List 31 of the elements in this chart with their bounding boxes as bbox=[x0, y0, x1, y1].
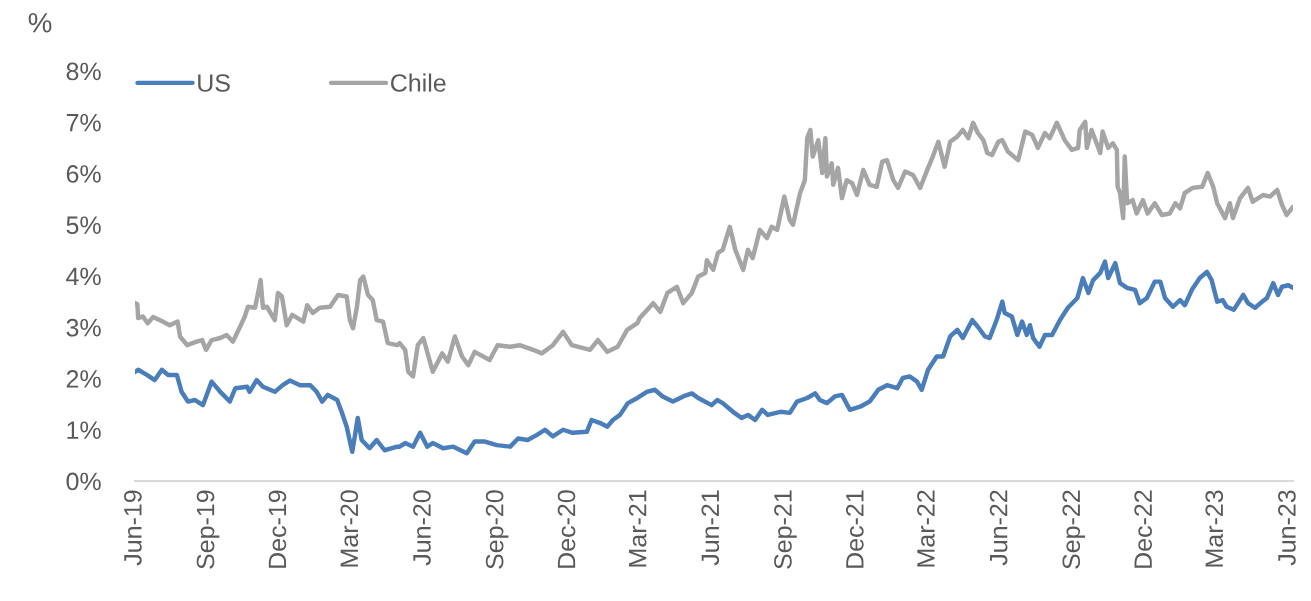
y-tick-label: 3% bbox=[66, 318, 101, 337]
x-tick-label: Jun-22 bbox=[989, 490, 1008, 566]
x-tick-label: Dec-20 bbox=[557, 490, 576, 568]
legend-label: Chile bbox=[391, 73, 446, 92]
y-tick-label: 1% bbox=[67, 421, 101, 439]
x-tick-label: Dec-19 bbox=[268, 490, 287, 568]
x-tick-label: Mar-21 bbox=[628, 490, 647, 567]
y-axis-title: % bbox=[28, 12, 52, 33]
y-tick-label: 4% bbox=[66, 267, 101, 286]
y-tick-label: 8% bbox=[66, 62, 101, 81]
x-tick-label: Jun-21 bbox=[701, 490, 720, 566]
x-tick-label: Jun-19 bbox=[124, 490, 142, 566]
y-tick-label: 7% bbox=[66, 113, 101, 132]
x-tick-label: Sep-22 bbox=[1062, 490, 1086, 569]
x-tick-label: Dec-22 bbox=[1134, 490, 1152, 568]
x-tick-label: Sep-20 bbox=[485, 490, 509, 569]
x-tick-label: Jun-23 bbox=[1278, 490, 1296, 566]
legend-label: US bbox=[198, 74, 230, 92]
y-tick-label: 5% bbox=[66, 216, 101, 235]
x-tick-label: Sep-21 bbox=[774, 490, 797, 569]
x-tick-label: Mar-23 bbox=[1205, 490, 1224, 567]
line-series bbox=[135, 259, 1293, 456]
y-tick-label: 0% bbox=[66, 472, 101, 491]
line-series bbox=[135, 119, 1293, 379]
x-tick-label: Mar-20 bbox=[340, 490, 359, 567]
x-tick-label: Mar-22 bbox=[917, 490, 935, 567]
x-tick-label: Jun-20 bbox=[413, 490, 431, 566]
y-tick-label: 2% bbox=[66, 370, 101, 388]
x-tick-label: Dec-21 bbox=[845, 490, 864, 568]
y-tick-label: 6% bbox=[66, 165, 101, 183]
x-tick-label: Sep-19 bbox=[196, 490, 220, 569]
